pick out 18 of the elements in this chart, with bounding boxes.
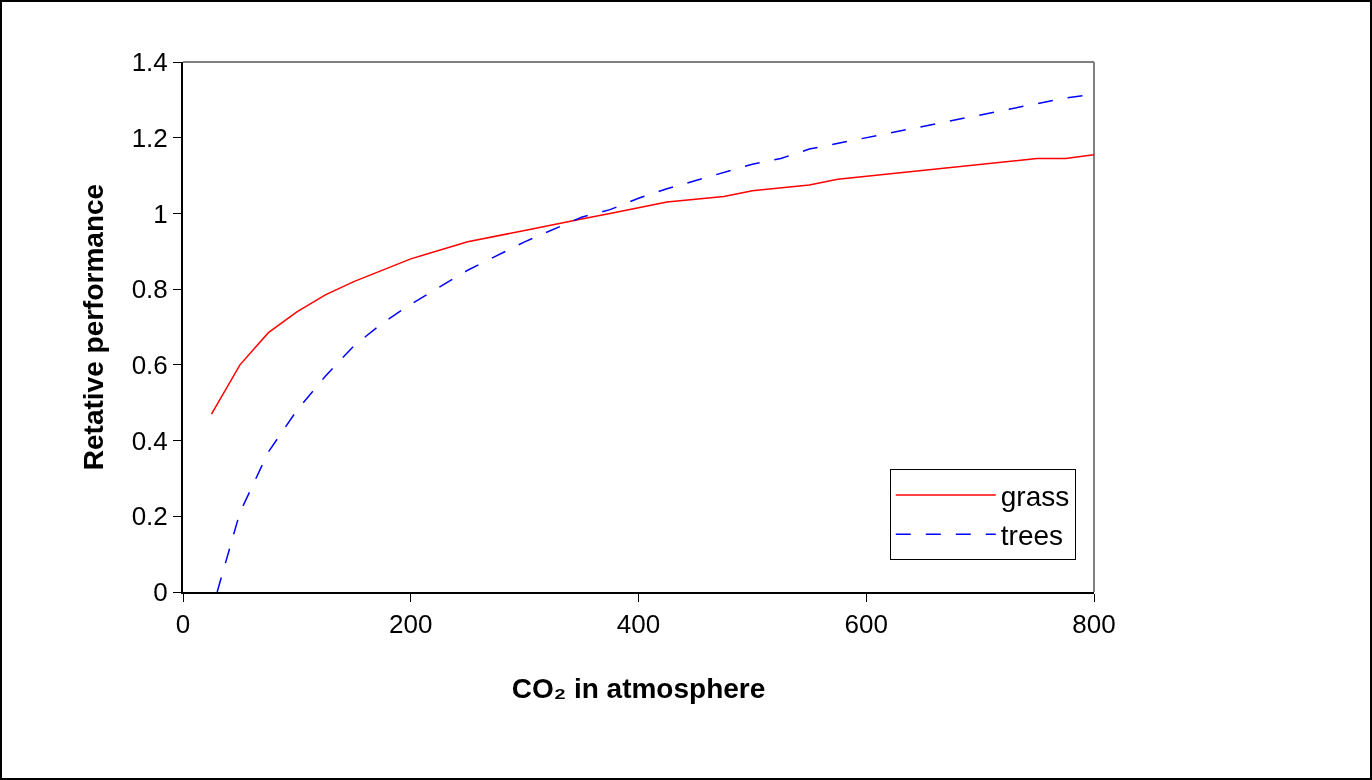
- y-tick-label: 0.2: [131, 501, 168, 532]
- x-tick-label: 800: [1072, 609, 1116, 640]
- x-axis-title: CO₂ in atmosphere: [511, 672, 766, 704]
- x-tick-label: 200: [389, 609, 433, 640]
- y-tick-label: 0.6: [131, 349, 168, 380]
- y-axis-title: Retative performance: [77, 183, 109, 471]
- y-tick-label: 1: [153, 198, 168, 229]
- y-tick-label: 0.4: [131, 425, 168, 456]
- y-tick-label: 0: [153, 577, 168, 608]
- x-tick-label: 600: [844, 609, 888, 640]
- line-series: [210, 154, 1094, 415]
- legend-label: grass: [1000, 480, 1070, 512]
- x-tick-label: 0: [175, 609, 191, 640]
- y-tick-label: 0.8: [131, 274, 168, 305]
- x-tick-label: 400: [616, 609, 661, 640]
- y-tick-label: 1.4: [131, 47, 168, 78]
- legend-label: trees: [1000, 520, 1064, 552]
- y-tick-label: 1.2: [131, 122, 168, 153]
